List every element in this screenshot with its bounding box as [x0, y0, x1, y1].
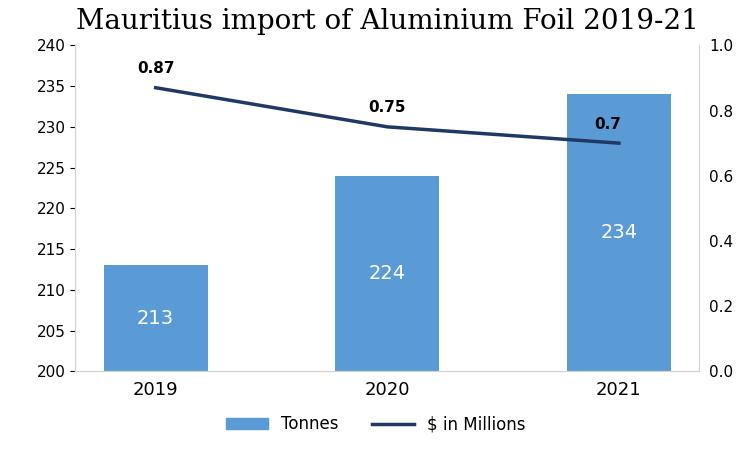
Text: 234: 234	[600, 223, 638, 242]
Text: 0.87: 0.87	[137, 61, 174, 76]
Text: 0.7: 0.7	[594, 117, 620, 132]
Legend: Tonnes, $ in Millions: Tonnes, $ in Millions	[220, 409, 532, 440]
Bar	[104, 265, 208, 453]
Bar	[567, 94, 671, 453]
Title: Mauritius import of Aluminium Foil 2019-21: Mauritius import of Aluminium Foil 2019-…	[76, 8, 699, 34]
Text: 224: 224	[368, 264, 406, 283]
Text: 213: 213	[137, 309, 174, 328]
Bar	[335, 176, 439, 453]
Text: 0.75: 0.75	[368, 101, 406, 116]
